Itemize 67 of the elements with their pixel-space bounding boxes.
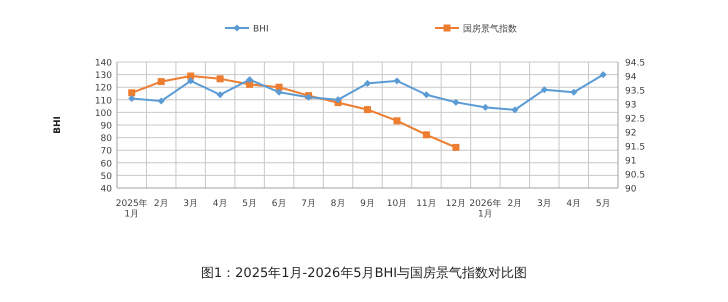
y2-tick-label: 92.5	[625, 114, 646, 124]
x-tick-label: 4月	[212, 199, 228, 209]
point	[540, 86, 548, 94]
x-tick-label: 5月	[242, 199, 257, 209]
point	[334, 96, 342, 104]
y2-tick-label: 91.5	[625, 142, 646, 152]
point	[158, 78, 165, 86]
point	[128, 95, 136, 102]
x-tick-label: 2026年 1月	[469, 198, 502, 220]
point	[158, 98, 165, 105]
point	[187, 72, 194, 80]
point	[511, 106, 518, 114]
point	[452, 144, 460, 151]
x-tick-label: 12月	[446, 199, 466, 209]
y-tick-label: 100	[94, 108, 112, 119]
y-tick-label: 140	[94, 58, 112, 68]
x-tick-label: 10月	[386, 199, 408, 209]
legend-label: BHI	[253, 24, 269, 34]
point	[422, 131, 430, 138]
point	[364, 106, 371, 114]
x-tick-label: 3月	[183, 199, 198, 209]
y-tick-label: 90	[100, 122, 112, 132]
y-tick-label: 120	[94, 84, 112, 94]
point	[393, 117, 400, 124]
x-tick-label: 11月	[416, 199, 437, 209]
x-tick-label: 5月	[596, 199, 611, 209]
y2-tick-label: 93	[625, 100, 636, 110]
y-tick-label: 40	[100, 184, 112, 194]
y-tick-label: 60	[100, 159, 112, 170]
legend-label: 国房景气指数	[463, 24, 517, 34]
point	[187, 77, 194, 84]
y-tick-label: 110	[94, 96, 112, 106]
y-tick-label: 70	[100, 146, 112, 157]
x-tick-label: 3月	[536, 199, 552, 209]
point	[216, 75, 224, 82]
point	[128, 89, 136, 96]
point	[422, 91, 430, 98]
x-tick-label: 4月	[566, 199, 582, 209]
y2-tick-label: 93.5	[625, 86, 646, 96]
point	[600, 71, 607, 78]
y2-tick-label: 94.5	[625, 58, 646, 68]
y2-tick-label: 90.5	[625, 170, 646, 180]
y-tick-label: 130	[94, 71, 112, 82]
point	[276, 84, 283, 91]
y2-tick-label: 94	[625, 72, 637, 82]
point	[216, 91, 224, 98]
point	[482, 104, 489, 111]
point	[393, 77, 400, 84]
point	[452, 98, 460, 106]
x-tick-label: 9月	[360, 199, 375, 209]
x-tick-label: 2月	[154, 199, 169, 209]
x-tick-label: 7月	[301, 199, 316, 209]
y-tick-label: 80	[100, 134, 112, 144]
x-tick-label: 6月	[272, 199, 286, 209]
y2-tick-label: 90	[625, 184, 637, 194]
point	[364, 80, 371, 87]
y2-tick-label: 92	[625, 128, 636, 138]
caption: 图1：2025年1月-2026年5月BHI与国房景气指数对比图	[200, 265, 528, 281]
y-tick-label: 50	[100, 172, 112, 182]
y2-tick-label: 91	[625, 156, 636, 166]
x-tick-label: 8月	[330, 199, 346, 209]
y-axis-title: BHI	[53, 116, 63, 134]
point	[276, 88, 283, 96]
x-tick-label: 2025年 1月	[116, 198, 148, 220]
x-tick-label: 2月	[507, 199, 522, 209]
point	[246, 76, 254, 84]
point	[570, 88, 578, 96]
